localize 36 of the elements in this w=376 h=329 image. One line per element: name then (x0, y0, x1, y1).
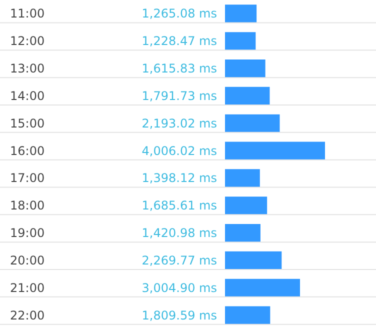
data-label: 2,269.77 ms (142, 253, 217, 268)
bar (225, 169, 260, 188)
bar (225, 196, 268, 215)
data-label: 1,398.12 ms (142, 171, 217, 186)
data-label: 1,791.73 ms (142, 88, 217, 103)
bar (225, 59, 266, 78)
data-label: 3,004.90 ms (142, 280, 217, 295)
data-label: 1,615.83 ms (142, 62, 217, 76)
bar (225, 251, 282, 270)
y-tick-label: 22:00 (10, 308, 45, 322)
y-tick-label: 15:00 (10, 116, 45, 130)
data-label: 1,228.47 ms (142, 34, 217, 48)
data-label: 1,265.08 ms (142, 6, 217, 21)
bar (225, 224, 260, 242)
y-tick-label: 20:00 (10, 253, 45, 268)
y-tick-label: 19:00 (10, 226, 45, 240)
y-tick-label: 18:00 (10, 198, 45, 213)
bar (225, 86, 270, 106)
y-tick-label: 17:00 (10, 171, 45, 186)
bar (225, 278, 300, 297)
y-tick-label: 11:00 (10, 6, 45, 21)
data-label: 1,809.59 ms (142, 308, 217, 322)
bar (225, 4, 257, 23)
data-label: 2,193.02 ms (142, 116, 217, 130)
y-tick-label: 16:00 (10, 144, 45, 158)
y-tick-label: 13:00 (10, 62, 45, 76)
bar (225, 114, 280, 132)
bar (225, 32, 256, 50)
y-tick-label: 14:00 (10, 88, 45, 103)
data-label: 1,420.98 ms (142, 226, 217, 240)
data-label: 4,006.02 ms (142, 144, 217, 158)
bar (225, 306, 270, 324)
bar (225, 142, 325, 160)
y-tick-label: 12:00 (10, 34, 45, 48)
data-label: 1,685.61 ms (142, 198, 217, 213)
y-tick-label: 21:00 (10, 280, 45, 295)
